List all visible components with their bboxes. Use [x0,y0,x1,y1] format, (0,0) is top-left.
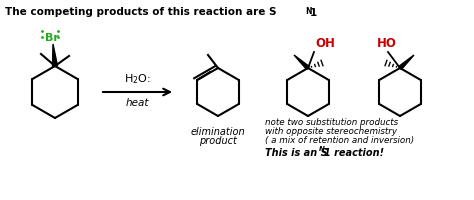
Text: 1 reaction!: 1 reaction! [324,147,384,157]
Text: N: N [319,145,325,151]
Text: H$_2$O:: H$_2$O: [124,72,151,86]
Text: ( a mix of retention and inversion): ( a mix of retention and inversion) [265,135,414,144]
Text: N: N [305,7,311,16]
Text: HO: HO [377,37,397,50]
Text: product: product [199,135,237,145]
Polygon shape [53,45,57,67]
Text: The competing products of this reaction are S: The competing products of this reaction … [5,7,276,17]
Text: OH: OH [315,37,335,50]
Text: This is an S: This is an S [265,147,328,157]
Text: with opposite stereochemistry: with opposite stereochemistry [265,126,397,135]
Polygon shape [294,56,310,70]
Text: Br: Br [45,33,59,43]
Text: heat: heat [126,98,149,107]
Text: 1: 1 [310,8,317,18]
Text: elimination: elimination [191,126,246,136]
Polygon shape [399,56,414,70]
Text: note two substitution products: note two substitution products [265,117,398,126]
